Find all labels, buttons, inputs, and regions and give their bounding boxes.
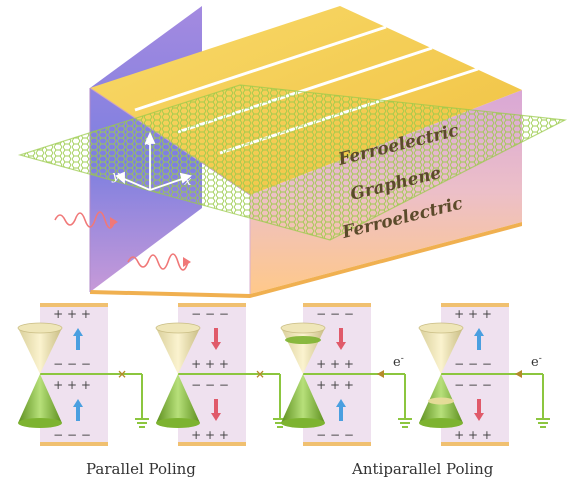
- dirac-cone-upper-rim: [155, 322, 201, 334]
- bottom-electrode: [40, 442, 108, 446]
- coordinate-axes: [115, 131, 192, 191]
- charge-row-mid-bottom: − − −: [454, 378, 492, 392]
- charge-row-mid-top: + + +: [191, 357, 229, 371]
- wave-arrow: [183, 257, 191, 267]
- charge-row-bottom: − − −: [316, 428, 354, 442]
- axis-label-y: y: [111, 169, 120, 184]
- current-arrow: [515, 370, 522, 378]
- heterostructure-block: z x y Ferroelectric Graphene Ferroelectr…: [17, 6, 568, 298]
- top-electrode: [40, 303, 108, 307]
- poling-panel: − − − + + + + + + − − − e-: [280, 303, 412, 446]
- charge-row-mid-top: − − −: [454, 357, 492, 371]
- dirac-cone-lower-rim: [18, 418, 62, 428]
- electron-label: e-: [531, 354, 542, 370]
- fermi-level-fill: [428, 397, 454, 405]
- dirac-cone-upper-rim: [418, 322, 464, 334]
- dirac-cone-upper-rim: [280, 322, 326, 334]
- fermi-level-fill: [285, 336, 321, 344]
- dirac-cone-upper: [156, 328, 200, 374]
- dirac-cone-lower: [156, 374, 200, 423]
- charge-row-bottom: + + +: [191, 428, 229, 442]
- charge-row-mid-bottom: − − −: [191, 378, 229, 392]
- dirac-cone-upper-rim: [17, 322, 63, 334]
- polarization-arrow-down: [211, 342, 221, 350]
- caption-antiparallel-poling: Antiparallel Poling: [351, 460, 494, 478]
- poling-panel: − − − + + + − − − + + + ×: [155, 303, 287, 446]
- charge-row-top: − − −: [316, 307, 354, 321]
- poling-panel: + + + − − − + + + − − − ×: [17, 303, 149, 446]
- polarization-arrow-down: [211, 413, 221, 421]
- dirac-cone-lower: [281, 374, 325, 423]
- charge-row-bottom: + + +: [454, 428, 492, 442]
- charge-row-mid-bottom: + + +: [316, 378, 354, 392]
- axis-label-z: z: [144, 134, 152, 149]
- charge-row-mid-top: + + +: [316, 357, 354, 371]
- graphene-sheet-outline: [17, 84, 568, 241]
- charge-row-mid-bottom: + + +: [53, 378, 91, 392]
- charge-row-top: + + +: [53, 307, 91, 321]
- top-electrode: [441, 303, 509, 307]
- wave-arrow: [110, 217, 118, 227]
- charge-row-top: − − −: [191, 307, 229, 321]
- charge-row-bottom: − − −: [53, 428, 91, 442]
- bottom-electrode: [90, 222, 522, 298]
- bottom-electrode: [441, 442, 509, 446]
- polarization-arrow-up: [73, 399, 83, 407]
- dirac-cone-lower-rim: [281, 418, 325, 428]
- electron-superscript: -: [539, 354, 542, 364]
- dirac-cone-lower: [18, 374, 62, 423]
- charge-row-top: + + +: [454, 307, 492, 321]
- dirac-cone-upper: [419, 328, 463, 374]
- electron-superscript: -: [401, 354, 404, 364]
- electrode-gap: [134, 25, 387, 112]
- dirac-cone-lower-rim: [156, 418, 200, 428]
- dirac-cone-upper: [18, 328, 62, 374]
- dirac-cone-lower-rim: [419, 418, 463, 428]
- poling-panels: + + +− − −+ + +− − −×− − −+ + +− − −+ + …: [17, 303, 550, 446]
- polarization-arrow-down: [474, 413, 484, 421]
- open-circuit-marker: ×: [117, 367, 127, 381]
- top-electrode: [178, 303, 246, 307]
- incident-light-waves: [54, 211, 189, 271]
- polarization-arrow-up: [474, 328, 484, 336]
- graphene-sheet: [20, 85, 565, 240]
- polarization-arrow-up: [336, 399, 346, 407]
- charge-row-mid-top: − − −: [53, 357, 91, 371]
- poling-panel: + + + − − − − − − + + + e-: [418, 303, 550, 446]
- bottom-electrode: [303, 442, 371, 446]
- current-arrow: [377, 370, 384, 378]
- top-electrode: [303, 303, 371, 307]
- polarization-arrow-down: [336, 342, 346, 350]
- caption-parallel-poling: Parallel Poling: [86, 460, 196, 478]
- electron-label: e-: [393, 354, 404, 370]
- bottom-electrode: [178, 442, 246, 446]
- polarization-arrow-up: [73, 328, 83, 336]
- open-circuit-marker: ×: [255, 367, 265, 381]
- axis-label-x: x: [184, 174, 192, 189]
